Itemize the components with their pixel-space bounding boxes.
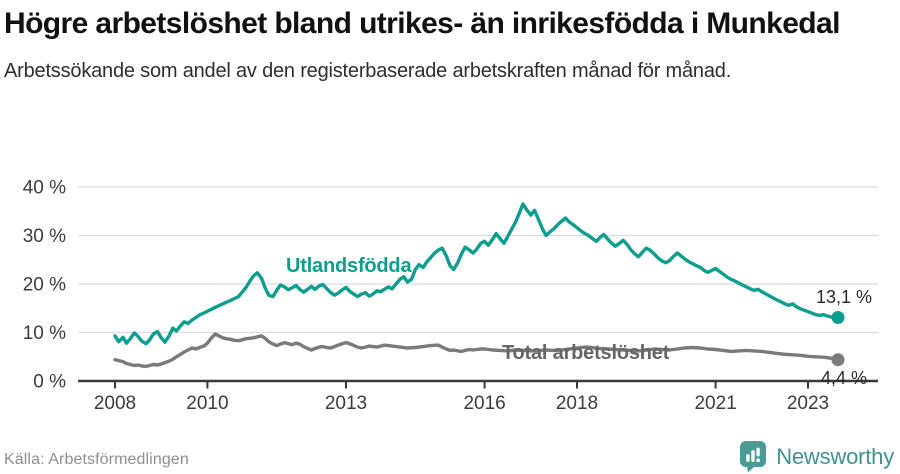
brand-wordmark: Newsworthy — [776, 443, 894, 469]
x-tick-label: 2013 — [325, 393, 367, 414]
end-value-label-total: 4,4 % — [820, 368, 867, 388]
series-line-utlandsfodda — [113, 202, 840, 346]
x-tick-label: 2023 — [787, 393, 829, 414]
page-title: Högre arbetslöshet bland utrikes- än inr… — [4, 7, 840, 40]
series-end-dot-utlandsfodda — [831, 311, 845, 324]
series-label-utlandsfodda: Utlandsfödda — [286, 255, 412, 277]
y-tick-label: 40 % — [23, 178, 66, 199]
x-tick-label: 2018 — [556, 393, 598, 414]
x-tick-label: 2008 — [94, 393, 136, 414]
newsworthy-brand: Newsworthy — [739, 440, 894, 473]
end-value-label-utlandsfodda: 13,1 % — [815, 287, 872, 307]
series-line-total — [113, 332, 840, 369]
y-tick-label: 30 % — [23, 226, 66, 247]
page-subtitle: Arbetssökande som andel av den registerb… — [4, 60, 732, 82]
chart-svg: 0 % 10 % 20 % 30 % 40 % 2008 2010 2013 2016 2018 2… — [23, 178, 878, 414]
source-note: Källa: Arbetsförmedlingen — [4, 451, 189, 468]
x-tick-label: 2010 — [186, 393, 228, 414]
x-tick-label: 2016 — [463, 393, 505, 414]
y-tick-label: 20 % — [23, 275, 66, 296]
series-label-total-arbetsloshet: Total arbetslöshet — [502, 342, 670, 364]
series-end-dot-total — [831, 353, 845, 367]
chart: 0 % 10 % 20 % 30 % 40 % 2008 2010 2013 2016 2018 2… — [0, 160, 900, 450]
y-tick-label: 10 % — [23, 323, 66, 344]
newsworthy-logo-icon — [740, 441, 767, 473]
y-tick-label: 0 % — [33, 372, 66, 393]
x-tick-label: 2021 — [694, 393, 736, 414]
chart-header: Högre arbetslöshet bland utrikes- än inr… — [4, 4, 888, 87]
